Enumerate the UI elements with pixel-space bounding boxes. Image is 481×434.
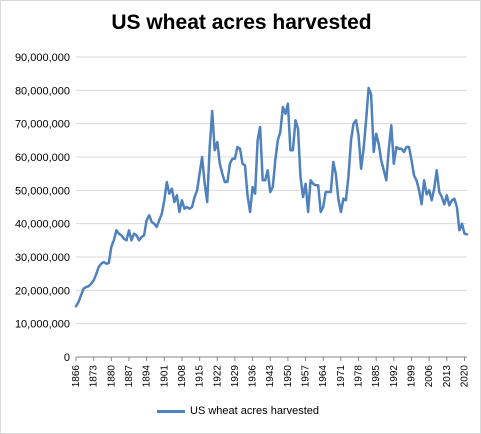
x-tick-label: 1964 (318, 365, 329, 388)
x-tick-label: 2006 (424, 365, 435, 388)
x-tick-label: 1887 (124, 365, 135, 388)
y-tick-label: 80,000,000 (15, 85, 70, 97)
y-tick-label: 90,000,000 (15, 52, 70, 64)
x-tick-label: 1915 (195, 365, 206, 388)
x-tick-label: 1866 (71, 365, 82, 388)
x-tick-label: 1957 (301, 365, 312, 388)
y-tick-label: 10,000,000 (15, 319, 70, 331)
y-tick-label: 60,000,000 (15, 152, 70, 164)
x-tick-label: 1922 (212, 365, 223, 388)
x-tick-label: 1936 (248, 365, 259, 388)
x-tick-label: 1873 (89, 365, 100, 388)
x-tick-label: 1978 (354, 365, 365, 388)
y-tick-label: 20,000,000 (15, 285, 70, 297)
x-tick-label: 2020 (459, 365, 470, 388)
x-tick-label: 1950 (283, 365, 294, 388)
series-line (74, 86, 469, 308)
legend-swatch (157, 409, 185, 413)
y-tick-label: 40,000,000 (15, 219, 70, 231)
y-tick-label: 50,000,000 (15, 185, 70, 197)
y-tick-label: 70,000,000 (15, 119, 70, 131)
y-tick-label: 30,000,000 (15, 252, 70, 264)
x-tick-label: 1985 (371, 365, 382, 388)
x-tick-label: 1943 (265, 365, 276, 388)
x-tick-label: 2013 (442, 365, 453, 388)
x-tick-label: 1908 (177, 365, 188, 388)
x-tick-label: 1992 (389, 365, 400, 388)
x-tick-label: 1880 (106, 365, 117, 388)
chart-title: US wheat acres harvested (111, 11, 372, 34)
x-tick-label: 1929 (230, 365, 241, 388)
legend-label: US wheat acres harvested (190, 405, 320, 417)
x-tick-label: 1999 (407, 365, 418, 388)
x-tick-label: 1894 (142, 365, 153, 388)
legend: US wheat acres harvested (157, 403, 319, 419)
x-tick-label: 1901 (159, 365, 170, 388)
x-tick-label: 1971 (336, 365, 347, 388)
y-tick-label: 0 (64, 352, 70, 364)
